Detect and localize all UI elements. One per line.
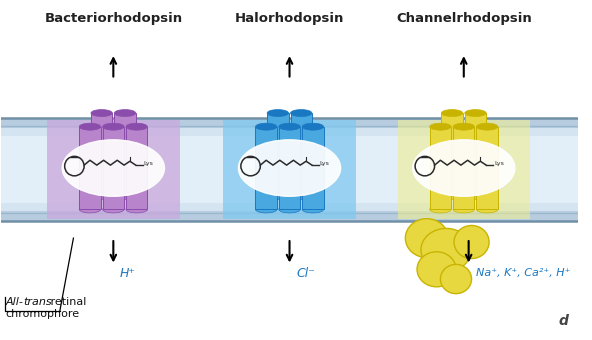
Bar bbox=[114, 113, 136, 196]
Ellipse shape bbox=[102, 206, 124, 213]
Ellipse shape bbox=[421, 228, 472, 271]
Ellipse shape bbox=[442, 109, 463, 117]
Bar bbox=[442, 113, 463, 196]
Ellipse shape bbox=[291, 109, 312, 117]
Bar bbox=[1, 136, 578, 203]
Ellipse shape bbox=[477, 123, 498, 130]
Text: Cl⁻: Cl⁻ bbox=[297, 267, 315, 280]
Ellipse shape bbox=[430, 123, 451, 130]
Ellipse shape bbox=[440, 265, 472, 294]
Ellipse shape bbox=[453, 206, 474, 213]
Bar bbox=[91, 113, 112, 196]
Text: Lys: Lys bbox=[320, 161, 330, 166]
Ellipse shape bbox=[256, 206, 277, 213]
Bar bbox=[126, 127, 147, 209]
Bar bbox=[223, 120, 356, 219]
Ellipse shape bbox=[62, 140, 165, 196]
Text: Bacteriorhodopsin: Bacteriorhodopsin bbox=[44, 12, 182, 25]
Ellipse shape bbox=[413, 140, 515, 196]
Bar bbox=[477, 127, 498, 209]
Ellipse shape bbox=[267, 109, 288, 117]
Ellipse shape bbox=[126, 123, 147, 130]
Ellipse shape bbox=[291, 192, 312, 199]
Ellipse shape bbox=[430, 206, 451, 213]
Ellipse shape bbox=[239, 140, 340, 196]
Text: All-: All- bbox=[5, 296, 23, 307]
Text: trans: trans bbox=[23, 296, 52, 307]
Bar bbox=[256, 127, 277, 209]
Text: Halorhodopsin: Halorhodopsin bbox=[235, 12, 344, 25]
Ellipse shape bbox=[79, 206, 101, 213]
Text: Channelrhodopsin: Channelrhodopsin bbox=[396, 12, 532, 25]
Bar bbox=[267, 113, 288, 196]
Ellipse shape bbox=[91, 192, 112, 199]
Text: chromophore: chromophore bbox=[5, 309, 79, 319]
Ellipse shape bbox=[417, 252, 456, 287]
Text: Na⁺, K⁺, Ca²⁺, H⁺: Na⁺, K⁺, Ca²⁺, H⁺ bbox=[477, 268, 571, 278]
Ellipse shape bbox=[102, 123, 124, 130]
Text: H⁺: H⁺ bbox=[120, 267, 136, 280]
Bar bbox=[465, 113, 486, 196]
Ellipse shape bbox=[267, 192, 288, 199]
Ellipse shape bbox=[91, 109, 112, 117]
Ellipse shape bbox=[453, 123, 474, 130]
Bar bbox=[279, 127, 300, 209]
Ellipse shape bbox=[454, 225, 489, 259]
Bar bbox=[302, 127, 324, 209]
Bar bbox=[47, 120, 179, 219]
Bar bbox=[430, 127, 451, 209]
Text: retinal: retinal bbox=[47, 296, 86, 307]
Ellipse shape bbox=[302, 206, 324, 213]
Text: d: d bbox=[558, 314, 568, 328]
Bar bbox=[79, 127, 101, 209]
Ellipse shape bbox=[465, 109, 486, 117]
Bar bbox=[1, 128, 578, 211]
Ellipse shape bbox=[256, 123, 277, 130]
Ellipse shape bbox=[126, 206, 147, 213]
Ellipse shape bbox=[442, 192, 463, 199]
Bar bbox=[453, 127, 474, 209]
Bar bbox=[1, 118, 578, 221]
Ellipse shape bbox=[477, 206, 498, 213]
Bar bbox=[291, 113, 312, 196]
Ellipse shape bbox=[279, 206, 300, 213]
Ellipse shape bbox=[279, 123, 300, 130]
Ellipse shape bbox=[302, 123, 324, 130]
Text: Lys: Lys bbox=[494, 161, 504, 166]
Bar bbox=[102, 127, 124, 209]
Text: Lys: Lys bbox=[143, 161, 153, 166]
Ellipse shape bbox=[406, 219, 448, 258]
Bar bbox=[398, 120, 530, 219]
Ellipse shape bbox=[465, 192, 486, 199]
Ellipse shape bbox=[114, 192, 136, 199]
Ellipse shape bbox=[79, 123, 101, 130]
Ellipse shape bbox=[114, 109, 136, 117]
